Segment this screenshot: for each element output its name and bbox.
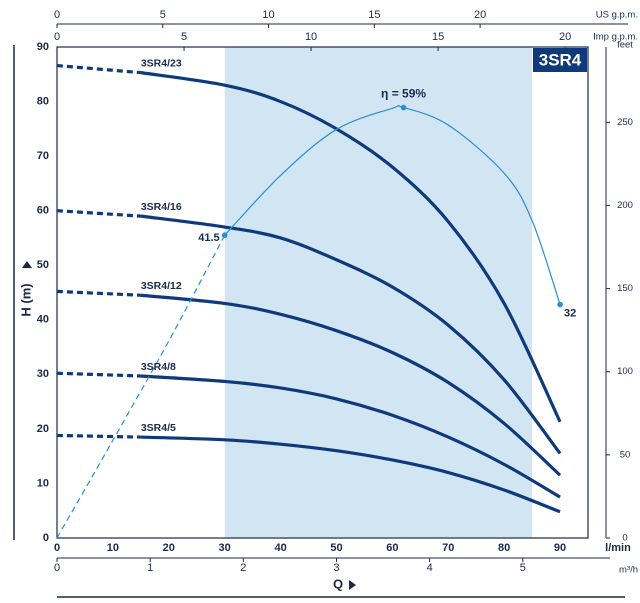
pump-curve: [56, 433, 141, 439]
tick-label: 50: [620, 449, 631, 460]
tick-label: 10: [262, 9, 274, 21]
tick-label: 10: [305, 31, 317, 43]
x-axis-label: Q: [333, 576, 343, 591]
y-tick-label: 90: [37, 41, 49, 53]
tick-label: 250: [617, 117, 633, 128]
tick-label: 150: [617, 283, 633, 294]
y-tick-label: 60: [37, 205, 49, 217]
pump-curve: [56, 63, 141, 75]
tick-label: 200: [617, 200, 633, 211]
x-tick-label: 10: [107, 542, 119, 554]
x-tick-label: 50: [330, 542, 342, 554]
plot-background: [224, 47, 533, 538]
tick-label: 0: [54, 562, 60, 574]
series-label: 3SR4/8: [141, 361, 176, 373]
x-tick-label: 40: [274, 542, 286, 554]
tick-label: 0: [54, 9, 60, 21]
x-tick-label: 0: [54, 542, 60, 554]
y-tick-label: 20: [37, 423, 49, 435]
y-tick-label: 50: [37, 259, 49, 271]
tick-label: 100: [617, 366, 633, 377]
labels: H (m) Q l/min 0 10 20 30 40 50 60 70 80 900102030…: [13, 9, 638, 598]
pump-curve: [56, 289, 141, 297]
efficiency-label: 32: [564, 307, 576, 319]
tick-label: 5: [160, 9, 166, 21]
pump-curve: [140, 71, 562, 423]
x-tick-label: 60: [386, 542, 398, 554]
pump-curve: [56, 371, 141, 378]
efficiency-point: [221, 232, 228, 239]
tick-label: 5: [520, 562, 526, 574]
series-label: 3SR4/23: [141, 57, 182, 69]
pump-curve: [140, 374, 561, 499]
tick-label: 20: [474, 9, 486, 21]
operating-range: [224, 47, 533, 538]
x-tick-label: 30: [219, 542, 231, 554]
y-tick-label: 40: [37, 314, 49, 326]
tick-label: 1: [147, 562, 153, 574]
chart-title: 3SR4: [539, 50, 582, 69]
efficiency-label: 41.5: [198, 232, 219, 244]
axis-unit: m³/h: [619, 565, 638, 576]
pump-curve: [140, 435, 561, 514]
series-label: 3SR4/5: [141, 422, 176, 434]
efficiency-point: [557, 301, 563, 308]
x-unit: l/min: [605, 542, 631, 554]
y-tick-label: 80: [37, 95, 49, 107]
x-tick-label: 80: [498, 542, 510, 554]
x-tick-label: 70: [442, 542, 454, 554]
tick-label: 3: [333, 562, 339, 574]
series-label: 3SR4/16: [141, 201, 182, 213]
axis-unit: feet: [617, 40, 633, 51]
data: [56, 63, 563, 539]
pump-curve: [56, 209, 141, 218]
tick-label: 15: [432, 31, 444, 43]
pump-curve: [140, 214, 562, 455]
tick-label: 5: [181, 31, 187, 43]
y-tick-label: 70: [37, 150, 49, 162]
tick-label: 20: [559, 31, 571, 43]
tick-label: 4: [427, 562, 433, 574]
tick-label: 15: [368, 9, 380, 21]
series-label: 3SR4/12: [141, 280, 182, 292]
efficiency-label: η = 59%: [381, 87, 426, 101]
x-tick-label: 20: [163, 542, 175, 554]
tick-label: 0: [622, 533, 627, 544]
tick-label: 2: [240, 562, 246, 574]
pump-curve: [140, 293, 562, 477]
y-tick-label: 30: [37, 368, 49, 380]
tick-label: 0: [54, 31, 60, 43]
arrow: [22, 261, 32, 268]
axis-unit: Imp g.p.m.: [593, 32, 638, 43]
efficiency-curve: [56, 234, 226, 539]
y-tick-label: 10: [37, 477, 49, 489]
efficiency-point: [400, 104, 407, 111]
y-tick-label: 0: [43, 532, 49, 544]
arrow: [349, 580, 356, 590]
axis-unit: US g.p.m.: [596, 10, 638, 21]
y-axis-label: H (m): [18, 283, 33, 316]
x-tick-label: 90: [554, 542, 566, 554]
title-box: [533, 48, 587, 72]
